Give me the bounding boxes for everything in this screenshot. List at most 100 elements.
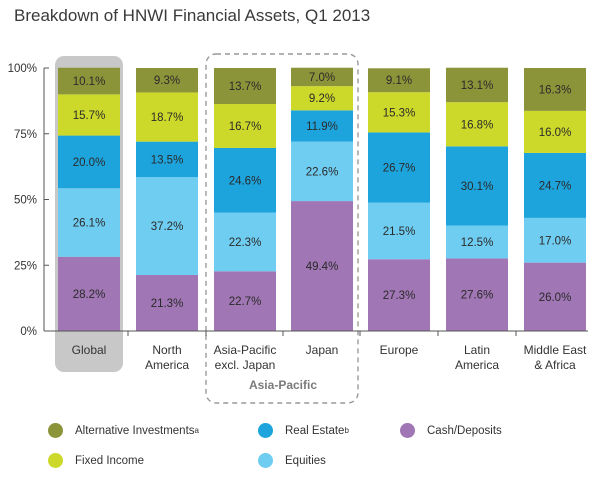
category-label: Japan — [306, 343, 339, 357]
y-tick-label: 75% — [14, 129, 37, 141]
asia-pacific-group-label: Asia-Pacific — [249, 378, 317, 392]
legend-item: Alternative Investments a — [48, 423, 199, 438]
bar-segment — [58, 256, 120, 331]
legend-swatch — [258, 423, 273, 438]
chart-title: Breakdown of HNWI Financial Assets, Q1 2… — [14, 6, 371, 25]
bar-segment — [136, 141, 198, 178]
data-label: 17.0% — [539, 235, 572, 247]
legend-item: Equities — [258, 453, 326, 468]
bar-segment — [58, 67, 120, 95]
legend-label: Real Estate — [285, 424, 345, 437]
data-label: 15.3% — [383, 107, 416, 119]
bar-segment — [291, 141, 353, 202]
y-tick-label: 0% — [20, 326, 37, 338]
data-label: 9.2% — [309, 93, 335, 105]
data-label: 13.7% — [229, 81, 262, 93]
data-label: 7.0% — [309, 72, 335, 84]
data-label: 22.3% — [229, 237, 262, 249]
bar-segment — [136, 68, 198, 93]
bar-segment — [368, 202, 430, 260]
data-label: 18.7% — [151, 112, 184, 124]
legend-swatch — [400, 423, 415, 438]
data-label: 10.1% — [73, 76, 106, 88]
bar-segment — [291, 67, 353, 87]
bar-segment — [214, 104, 276, 148]
category-label: Latin — [464, 343, 490, 357]
legend-item: Real Estate b — [258, 423, 349, 438]
bar-segment — [368, 68, 430, 93]
category-label: North — [152, 343, 181, 357]
data-label: 49.4% — [306, 261, 339, 273]
data-label: 13.1% — [461, 80, 494, 92]
legend-label: Alternative Investments — [75, 424, 195, 437]
legend-swatch — [258, 453, 273, 468]
legend-swatch — [48, 453, 63, 468]
data-label: 37.2% — [151, 221, 184, 233]
legend-label: Equities — [285, 454, 326, 467]
data-label: 27.3% — [383, 290, 416, 302]
category-label: Global — [72, 343, 107, 357]
bar-segment — [214, 68, 276, 105]
bar-segment — [368, 92, 430, 133]
category-label: Asia-Pacific — [214, 343, 277, 357]
bar-segment — [368, 259, 430, 331]
bar-segment — [524, 152, 586, 218]
data-label: 16.8% — [461, 119, 494, 131]
category-label: America — [145, 358, 189, 372]
legend-label: Fixed Income — [75, 454, 145, 467]
legend-item: Fixed Income — [48, 453, 144, 468]
data-label: 27.6% — [461, 290, 494, 302]
bar-segment — [136, 177, 198, 275]
category-label: & Africa — [534, 358, 576, 372]
bar-segment — [524, 68, 586, 111]
data-label: 9.3% — [154, 75, 180, 87]
data-label: 16.7% — [229, 121, 262, 133]
bar-segment — [291, 86, 353, 111]
data-label: 22.6% — [306, 166, 339, 178]
data-label: 13.5% — [151, 154, 184, 166]
y-tick-label: 50% — [14, 195, 37, 207]
bar-segment — [291, 110, 353, 142]
category-label: excl. Japan — [215, 358, 276, 372]
data-label: 26.0% — [539, 292, 572, 304]
bar-segment — [214, 212, 276, 272]
bar-segment — [524, 217, 586, 263]
bar-segment — [214, 147, 276, 213]
bar-segment — [524, 262, 586, 331]
data-label: 12.5% — [461, 237, 494, 249]
data-label: 28.2% — [73, 289, 106, 301]
data-label: 11.9% — [306, 121, 338, 133]
data-label: 24.7% — [539, 180, 572, 192]
bar-segment — [58, 188, 120, 257]
data-label: 21.3% — [151, 298, 184, 310]
data-label: 24.6% — [229, 175, 262, 187]
data-label: 30.1% — [461, 181, 494, 193]
bar-segment — [58, 94, 120, 136]
data-label: 16.3% — [539, 84, 572, 96]
category-label: America — [455, 358, 499, 372]
data-label: 26.7% — [383, 163, 416, 175]
data-label: 21.5% — [383, 226, 416, 238]
y-tick-label: 100% — [8, 63, 37, 75]
bar-segment — [446, 102, 508, 147]
y-tick-label: 25% — [14, 260, 37, 272]
bar-segment — [446, 67, 508, 103]
bar-segment — [446, 225, 508, 259]
category-label: Middle East — [524, 343, 587, 357]
legend-item: Cash/Deposits — [400, 423, 502, 438]
data-label: 26.1% — [73, 218, 106, 230]
bar-segment — [214, 271, 276, 331]
legend-label: Cash/Deposits — [427, 424, 502, 437]
data-label: 20.0% — [73, 157, 106, 169]
asia-pacific-group-box — [205, 53, 359, 404]
data-label: 16.0% — [539, 127, 572, 139]
bar-segment — [136, 274, 198, 331]
data-label: 9.1% — [386, 75, 412, 87]
bar-segment — [446, 146, 508, 226]
bar-segment — [446, 258, 508, 331]
bar-segment — [524, 110, 586, 153]
data-label: 15.7% — [73, 110, 106, 122]
bar-segment — [368, 132, 430, 203]
bar-segment — [58, 135, 120, 189]
